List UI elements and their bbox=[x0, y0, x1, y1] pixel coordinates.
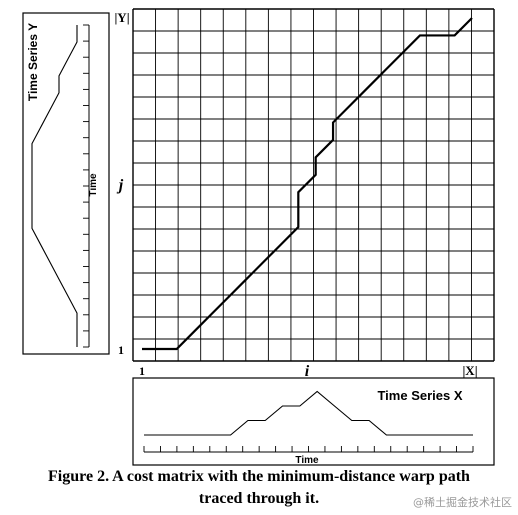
time-series-x-panel: Time Series X Time bbox=[132, 377, 495, 466]
time-series-y-panel: Time Series Y Time bbox=[22, 12, 110, 355]
y-axis-start-label: 1 bbox=[118, 343, 124, 357]
time-series-y-title: Time Series Y bbox=[26, 23, 40, 101]
watermark: @稀土掘金技术社区 bbox=[413, 496, 512, 509]
time-series-x-ticks bbox=[143, 446, 474, 452]
time-series-y-line bbox=[31, 25, 78, 347]
time-series-x-title: Time Series X bbox=[377, 388, 462, 403]
time-series-x-axis-label: Time bbox=[295, 455, 319, 466]
figure-caption-line-1: Figure 2. A cost matrix with the minimum… bbox=[48, 468, 470, 485]
x-axis-end-label: |X| bbox=[462, 363, 477, 378]
time-series-y-ticks bbox=[83, 24, 89, 348]
time-series-y-frame bbox=[22, 12, 110, 355]
figure-caption-line-2: traced through it. bbox=[198, 490, 320, 507]
y-axis-top-label: |Y| bbox=[114, 10, 129, 25]
cost-matrix: |Y| j 1 1 i |X| bbox=[114, 8, 495, 380]
time-series-y-axis-label: Time bbox=[88, 173, 99, 197]
time-series-x-line bbox=[144, 390, 473, 436]
y-axis-variable-label: j bbox=[116, 177, 124, 194]
warp-path bbox=[142, 17, 473, 351]
x-axis-variable-label: i bbox=[305, 363, 310, 380]
cost-matrix-grid bbox=[132, 8, 495, 362]
x-axis-start-label: 1 bbox=[139, 364, 145, 378]
